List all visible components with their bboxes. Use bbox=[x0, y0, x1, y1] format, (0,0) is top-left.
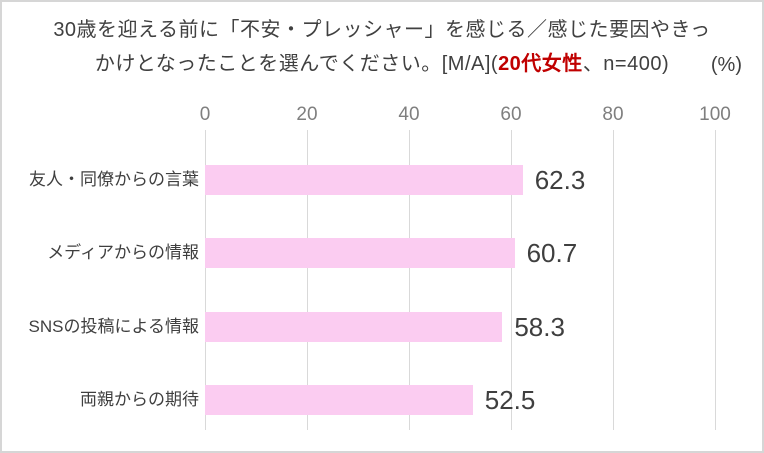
category-label: 両親からの期待 bbox=[80, 389, 199, 409]
bar-value: 58.3 bbox=[514, 311, 565, 342]
x-tick-label: 0 bbox=[199, 104, 211, 125]
x-tick-label: 80 bbox=[602, 104, 624, 125]
gridline bbox=[307, 130, 308, 430]
chart-title-line2: かけとなったことを選んでください。[M/A](20代女性、n=400) bbox=[2, 47, 762, 81]
bar bbox=[205, 165, 523, 195]
bar bbox=[205, 311, 503, 342]
x-tick-label: 60 bbox=[500, 104, 522, 125]
x-tick-label: 20 bbox=[296, 104, 318, 125]
gridline bbox=[205, 130, 206, 430]
chart-title-line2-prefix: かけとなったことを選んでください。[M/A]( bbox=[94, 53, 499, 75]
x-tick-label: 40 bbox=[398, 104, 420, 125]
gridline bbox=[511, 130, 512, 430]
bar-value: 52.5 bbox=[484, 384, 536, 415]
chart-title: 30歳を迎える前に「不安・プレッシャー」を感じる／感じた要因やきっ かけとなった… bbox=[2, 13, 762, 81]
category-label: メディアからの情報 bbox=[47, 243, 199, 263]
chart-title-highlight: 20代女性 bbox=[498, 53, 583, 75]
gridline bbox=[613, 130, 614, 430]
bar bbox=[205, 238, 515, 269]
x-tick-label: 100 bbox=[699, 104, 731, 125]
gridline bbox=[409, 130, 410, 430]
chart-title-line1: 30歳を迎える前に「不安・プレッシャー」を感じる／感じた要因やきっ bbox=[53, 19, 711, 41]
bar-value: 62.3 bbox=[534, 165, 586, 195]
gridline bbox=[715, 130, 716, 430]
bar-value: 60.7 bbox=[526, 238, 578, 269]
category-label: SNSの投稿による情報 bbox=[28, 316, 199, 336]
bar bbox=[205, 384, 473, 415]
chart-title-line2-suffix: 、n=400) bbox=[582, 53, 670, 75]
category-label: 友人・同僚からの言葉 bbox=[29, 170, 199, 189]
unit-label: (%) bbox=[710, 54, 742, 76]
